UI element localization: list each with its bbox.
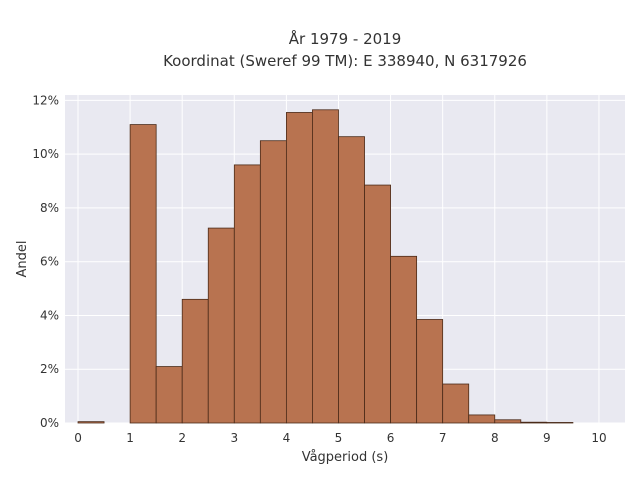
histogram-bar (546, 422, 574, 424)
histogram-bar (468, 414, 496, 424)
y-tick-label: 6% (40, 255, 59, 269)
y-tick-labels: 0% 2% 4% 6% 8% 10% 12% (32, 93, 59, 430)
x-tick-label: 9 (543, 431, 551, 445)
chart-title-line-1: År 1979 - 2019 (289, 29, 402, 48)
histogram-bar (207, 227, 235, 424)
x-tick-label: 3 (230, 431, 238, 445)
histogram-bar (520, 421, 548, 424)
y-tick-label: 0% (40, 416, 59, 430)
y-axis-label: Andel (15, 241, 30, 278)
histogram-bars (77, 109, 574, 424)
histogram-bar (259, 140, 287, 424)
histogram-bar (338, 136, 365, 424)
x-tick-label: 5 (335, 431, 343, 445)
y-tick-label: 8% (40, 201, 59, 215)
y-tick-label: 4% (40, 308, 59, 322)
histogram-bar (285, 112, 313, 424)
histogram-bar (442, 383, 470, 424)
x-tick-label: 7 (439, 431, 447, 445)
histogram-bar (155, 366, 183, 424)
x-tick-label: 8 (491, 431, 499, 445)
y-tick-label: 10% (32, 147, 59, 161)
x-tick-label: 2 (178, 431, 186, 445)
x-tick-label: 6 (387, 431, 395, 445)
y-tick-label: 12% (32, 93, 59, 107)
histogram-bar (416, 319, 444, 424)
x-tick-label: 10 (591, 431, 606, 445)
histogram-bar (77, 421, 105, 424)
histogram-bar (390, 255, 418, 424)
x-tick-label: 0 (74, 431, 82, 445)
x-tick-label: 4 (283, 431, 291, 445)
x-axis-label: Vågperiod (s) (302, 450, 389, 465)
x-tick-labels: 0 1 2 3 4 5 6 7 8 9 10 (74, 431, 606, 445)
histogram-bar (312, 109, 339, 424)
histogram-bar (181, 298, 209, 424)
histogram-bar (129, 124, 157, 424)
histogram-bar (494, 419, 522, 424)
histogram-bar (233, 164, 261, 424)
histogram-bar (364, 184, 391, 424)
y-tick-label: 2% (40, 362, 59, 376)
chart-title-line-2: Koordinat (Sweref 99 TM): E 338940, N 63… (163, 52, 527, 70)
x-tick-label: 1 (126, 431, 134, 445)
